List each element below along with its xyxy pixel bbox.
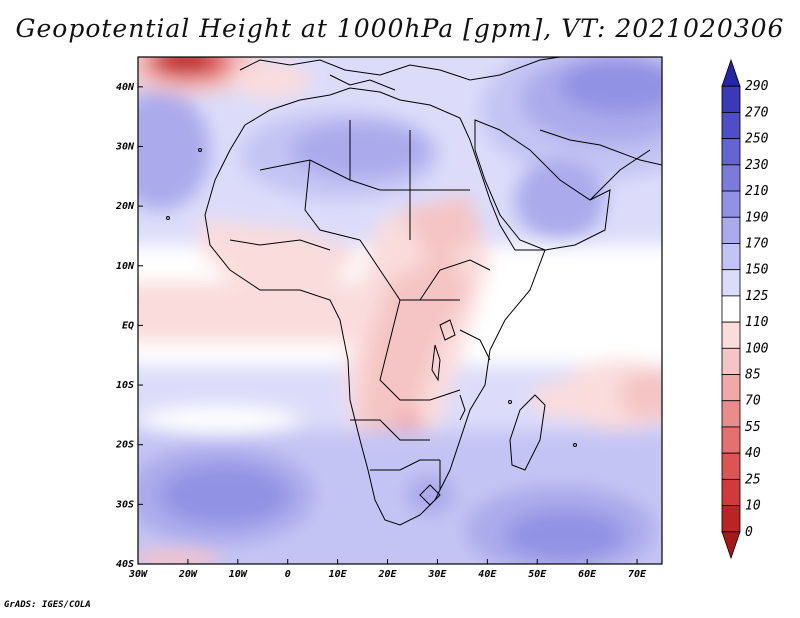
colorbar: 2902702502302101901701501251101008570554… [721,58,769,560]
lon-tick-label: 30E [427,569,447,580]
colorbar-swatch [721,505,741,533]
colorbar-label: 290 [745,79,769,94]
latitude-axis: 40N 30N 20N 10N EQ 10S 20S 30S 40S [115,82,143,570]
colorbar-swatch [721,426,741,454]
map-frame [137,56,663,565]
lon-tick-label: 10E [329,569,348,580]
colorbar-label: 25 [745,472,761,487]
lon-tick-label: 20W [178,569,198,580]
colorbar-label: 230 [745,158,769,173]
colorbar-label: 170 [745,236,769,251]
lat-tick-label: 30N [115,141,135,152]
lon-tick-label: 0 [285,569,291,580]
colorbar-label: 70 [745,394,761,409]
colorbar-label: 210 [745,184,769,199]
lon-tick-label: 70E [628,569,647,580]
colorbar-swatch [721,400,741,428]
colorbar-swatch [721,138,741,166]
colorbar-swatch [721,164,741,192]
colorbar-label: 190 [745,210,769,225]
lat-tick-label: 30S [115,499,134,510]
longitude-axis: 30W 20W 10W 0 10E 20E 30E 40E 50E 60E 70E [128,559,647,580]
colorbar-swatch [721,452,741,480]
colorbar-label: 10 [745,499,761,514]
colorbar-swatch [721,58,741,87]
lon-tick-label: 10W [229,569,248,580]
colorbar-label: 40 [745,446,761,461]
lat-tick-label: 40S [116,559,134,570]
lat-tick-label: 20S [115,440,134,451]
geopotential-field [138,57,662,564]
lon-tick-label: 40E [478,569,497,580]
colorbar-swatch [721,295,741,323]
colorbar-swatch [721,216,741,244]
colorbar-label: 125 [745,289,769,304]
lat-tick-label: 10S [116,380,134,391]
colorbar-label: 250 [745,132,769,147]
lat-tick-label: 10N [116,261,135,272]
lon-tick-label: 60E [578,569,597,580]
lon-tick-label: 20E [377,569,397,580]
coastlines [166,57,662,526]
lat-tick-label: EQ [122,320,134,331]
colorbar-label: 0 [745,525,753,540]
colorbar-swatch [721,190,741,218]
colorbar-swatch [721,321,741,349]
colorbar-swatch [721,85,741,113]
colorbar-swatch [721,374,741,402]
lat-tick-label: 40N [116,82,135,93]
colorbar-swatch [721,112,741,140]
colorbar-label: 85 [745,368,761,383]
colorbar-label: 150 [745,263,769,278]
colorbar-label: 100 [745,341,769,356]
lon-tick-label: 50E [528,569,547,580]
colorbar-swatch [721,243,741,271]
colorbar-label: 270 [745,105,769,120]
colorbar-label: 110 [745,315,769,330]
lon-tick-label: 30W [128,569,148,580]
colorbar-swatch [721,347,741,375]
lat-tick-label: 20N [115,201,135,212]
credit-footer: GrADS: IGES/COLA [4,600,91,610]
map-title: Geopotential Height at 1000hPa [gpm], VT… [15,14,785,43]
colorbar-swatch [721,478,741,506]
colorbar-swatch [721,269,741,297]
colorbar-label: 55 [745,420,761,435]
colorbar-swatch [721,531,741,560]
